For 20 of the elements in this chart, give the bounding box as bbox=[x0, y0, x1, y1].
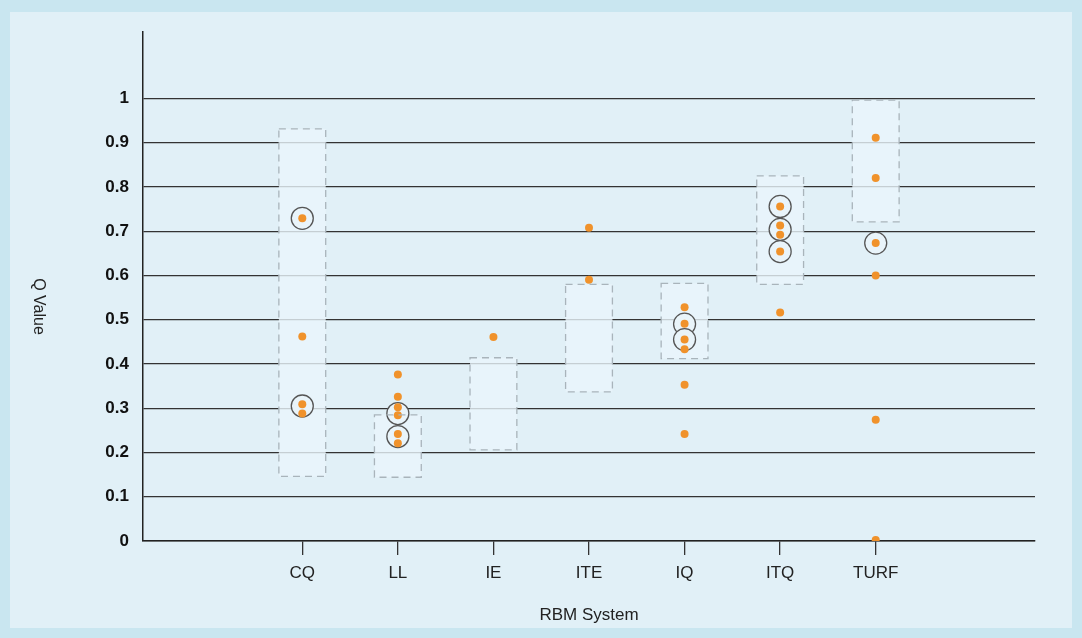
x-tick-label: TURF bbox=[853, 562, 899, 582]
x-tick-label: CQ bbox=[289, 562, 316, 582]
y-tick-label: 0.6 bbox=[105, 265, 129, 285]
y-tick-label: 0 bbox=[119, 530, 129, 550]
x-tick-label: ITE bbox=[575, 562, 603, 582]
y-axis-title: Q Value bbox=[30, 278, 48, 335]
y-tick-label: 0.4 bbox=[105, 353, 130, 373]
y-tick-label: 0.9 bbox=[105, 132, 129, 152]
y-tick-label: 0.1 bbox=[105, 486, 129, 506]
y-tick-label: 0.8 bbox=[105, 176, 129, 196]
y-tick-label: 0.2 bbox=[105, 442, 129, 462]
x-axis-title: RBM System bbox=[539, 605, 639, 625]
y-tick-label: 0.3 bbox=[105, 397, 129, 417]
x-tick-label: LL bbox=[388, 562, 408, 582]
x-tick-label: IE bbox=[485, 562, 502, 582]
y-tick-label: 0.7 bbox=[105, 220, 129, 240]
y-tick-label: 0.5 bbox=[105, 309, 129, 329]
x-tick-label: IQ bbox=[675, 562, 694, 582]
x-tick-label: ITQ bbox=[765, 562, 795, 582]
y-tick-label: 1 bbox=[119, 88, 129, 108]
